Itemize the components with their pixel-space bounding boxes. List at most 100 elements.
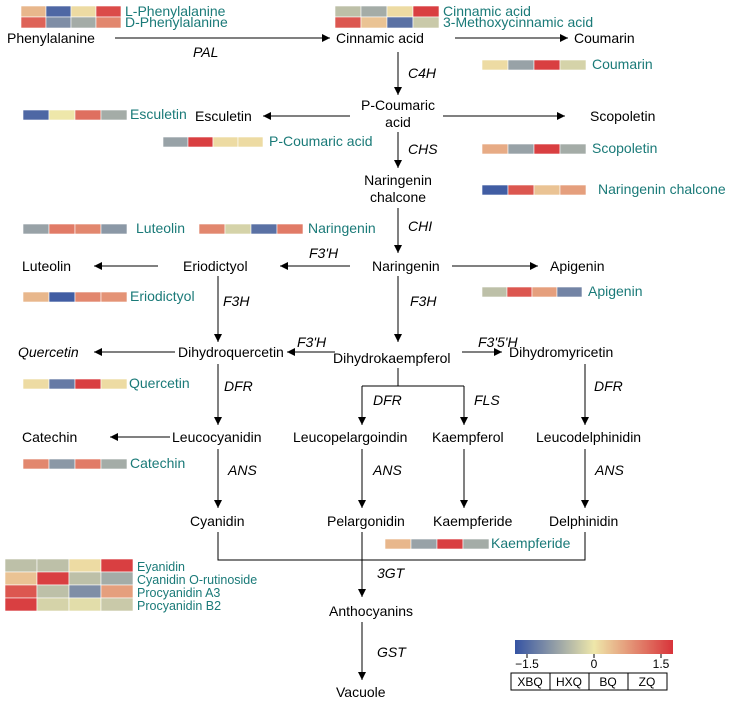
heatmap-cell — [533, 143, 561, 155]
heatmap-cell — [436, 538, 464, 550]
heatmap-cell — [276, 223, 304, 235]
node-kaempferide: Kaempferide — [433, 513, 513, 529]
heatmap-cell — [533, 59, 561, 71]
heatmap-cell — [507, 59, 535, 71]
heatmap-apigenin: Apigenin — [481, 283, 643, 299]
heatmap-cell — [100, 558, 134, 573]
heatmap-cell — [22, 109, 50, 121]
enzyme-f3prime-h-top: F3'H — [309, 245, 339, 261]
heatmap-coumarin: Coumarin — [481, 56, 653, 72]
heatmap-pcoumaric: P-Coumaric acid — [162, 133, 372, 149]
heatmap-esculetin: Esculetin — [22, 106, 187, 122]
heatmap-row-label: Kaempferide — [491, 535, 571, 551]
heatmap-cell — [224, 223, 252, 235]
enzyme-3gt: 3GT — [377, 565, 406, 581]
heatmap-cell — [187, 136, 214, 148]
legend-gradient-bar — [515, 640, 673, 654]
legend-mid-label: 0 — [591, 657, 598, 671]
heatmap-cell — [334, 5, 362, 18]
enzyme-f3prime5prime-h: F3'5'H — [478, 334, 518, 350]
heatmap-naringenin-chalcone: Naringenin chalcone — [481, 181, 726, 197]
node-luteolin: Luteolin — [22, 258, 71, 274]
heatmap-cell — [100, 584, 134, 599]
heatmap-cell — [559, 143, 587, 155]
legend-group-hxq: HXQ — [556, 675, 582, 689]
heatmap-cell — [74, 458, 102, 470]
heatmap-cell — [70, 16, 97, 29]
heatmap-row-label: D-Phenylalanine — [125, 14, 228, 30]
heatmap-row-label: Naringenin — [308, 220, 376, 236]
heatmap-cell — [36, 597, 70, 612]
heatmap-cell — [74, 223, 102, 235]
heatmap-cell — [162, 136, 189, 148]
heatmap-cell — [68, 597, 102, 612]
enzyme-labels: PAL C4H CHS CHI F3'H F3H F3H F3'H F3'5'H… — [193, 44, 624, 660]
legend-group-xbq: XBQ — [517, 675, 542, 689]
node-delphinidin: Delphinidin — [549, 513, 618, 529]
node-vacuole: Vacuole — [336, 684, 386, 700]
node-phenylalanine: Phenylalanine — [7, 30, 95, 46]
enzyme-pal: PAL — [193, 44, 218, 60]
heatmap-cell — [74, 109, 102, 121]
node-p-coumaric-acid-line2: acid — [385, 114, 411, 130]
heatmap-cell — [481, 286, 508, 298]
heatmap-cell — [386, 16, 414, 29]
heatmap-cell — [100, 458, 128, 470]
heatmap-cell — [36, 558, 70, 573]
heatmap-cell — [74, 291, 102, 303]
enzyme-ans-right: ANS — [594, 462, 624, 478]
enzyme-dfr-mid: DFR — [373, 392, 402, 408]
heatmap-cell — [100, 597, 134, 612]
heatmap-row-label: Cinnamic acid — [443, 3, 531, 19]
heatmap-row-label: 3-Methoxycinnamic acid — [443, 14, 593, 30]
heatmap-cell — [360, 5, 388, 18]
heatmap-cell — [36, 571, 70, 586]
heatmap-cell — [384, 538, 412, 550]
node-pelargonidin: Pelargonidin — [327, 513, 405, 529]
node-naringenin: Naringenin — [372, 258, 440, 274]
heatmap-row-label: Procyanidin B2 — [137, 599, 221, 613]
heatmap-cell — [95, 16, 122, 29]
heatmap-cell — [4, 597, 38, 612]
heatmap-row-label: Coumarin — [592, 56, 653, 72]
node-scopoletin: Scopoletin — [590, 108, 655, 124]
heatmap-cell — [559, 59, 587, 71]
heatmap-row-label: Scopoletin — [592, 140, 657, 156]
heatmap-row-label: L-Phenylalanine — [125, 3, 226, 19]
enzyme-c4h: C4H — [408, 65, 437, 81]
heatmap-row-label: Eriodictyol — [130, 288, 195, 304]
heatmap-cell — [20, 16, 47, 29]
heatmap-row-label: P-Coumaric acid — [269, 133, 372, 149]
heatmap-row-label: Apigenin — [588, 283, 643, 299]
enzyme-f3prime-h-mid: F3'H — [297, 334, 327, 350]
node-cyanidin: Cyanidin — [190, 513, 244, 529]
heatmap-cell — [386, 5, 414, 18]
heatmap-cell — [212, 136, 239, 148]
enzyme-fls: FLS — [474, 392, 500, 408]
heatmap-row-label: Luteolin — [136, 220, 185, 236]
heatmap-cell — [68, 584, 102, 599]
heatmap-cell — [481, 143, 509, 155]
heatmap-row-label: Naringenin chalcone — [598, 181, 726, 197]
heatmap-cell — [507, 143, 535, 155]
heatmap-cell — [22, 458, 50, 470]
heatmap-cell — [507, 184, 535, 196]
heatmap-cell — [36, 584, 70, 599]
color-legend: −1.5 0 1.5 XBQ HXQ BQ ZQ — [510, 640, 673, 691]
heatmap-cell — [74, 378, 102, 390]
heatmap-naringenin: Naringenin — [198, 220, 376, 236]
node-leucodelphinidin: Leucodelphinidin — [536, 429, 641, 445]
enzyme-gst: GST — [377, 644, 407, 660]
heatmap-cell — [48, 291, 76, 303]
enzyme-f3h-main: F3H — [410, 293, 437, 309]
connector-anthocyanidins-join — [217, 532, 586, 561]
node-p-coumaric-acid-line1: P-Coumaric — [361, 97, 435, 113]
heatmap-cell — [48, 223, 76, 235]
heatmap-cell — [22, 223, 50, 235]
node-apigenin: Apigenin — [550, 258, 605, 274]
heatmap-cell — [250, 223, 278, 235]
